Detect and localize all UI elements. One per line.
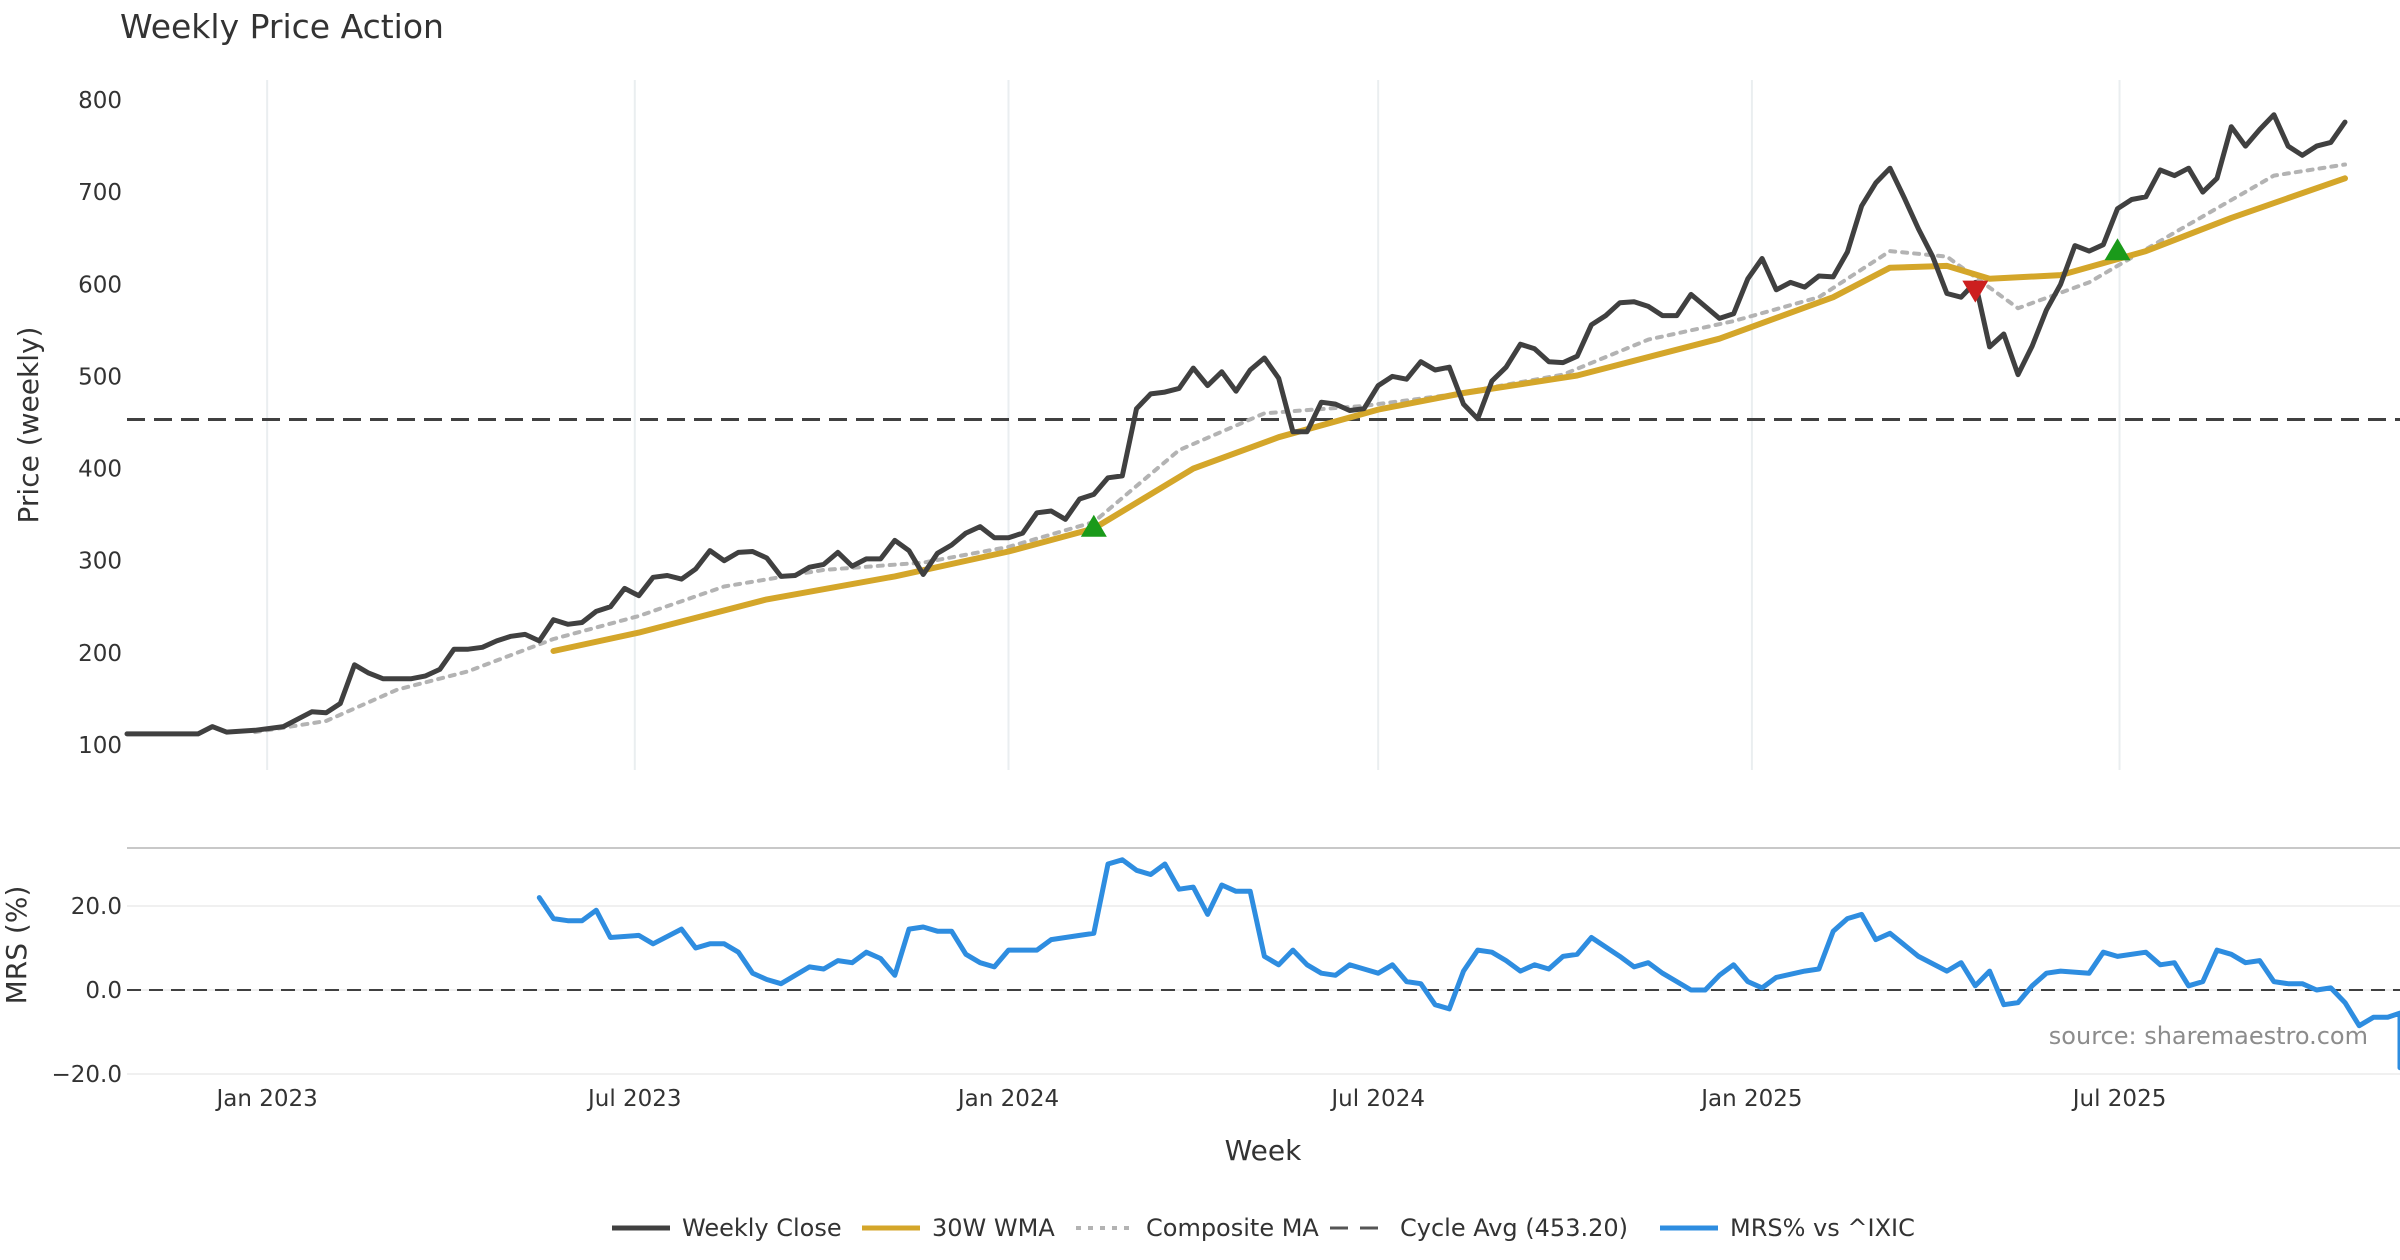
mrs-series xyxy=(536,857,2400,1071)
chart-title: Weekly Price Action xyxy=(120,7,444,46)
x-axis-ticks: Jan 2023 Jul 2023 Jan 2024 Jul 2024 Jan 2025… xyxy=(214,1086,2166,1112)
weekly-close-line xyxy=(124,112,2348,737)
x-tick-label: Jan 2025 xyxy=(1699,1086,1802,1112)
legend-label: Cycle Avg (453.20) xyxy=(1400,1214,1628,1242)
x-tick-label: Jul 2025 xyxy=(2071,1086,2167,1112)
price-y-tick-label: 100 xyxy=(78,733,122,759)
buy-signal-marker xyxy=(1080,514,1107,537)
mrs-line xyxy=(536,857,2400,1071)
signal-markers xyxy=(1080,238,2131,537)
price-y-tick-label: 500 xyxy=(78,364,122,390)
legend-label: Composite MA xyxy=(1146,1214,1319,1242)
mrs-y-axis-label: MRS (%) xyxy=(0,886,33,1005)
mrs-y-tick-label: 20.0 xyxy=(71,894,122,920)
price-y-ticks: 100 200 300 400 500 600 700 800 xyxy=(78,88,122,759)
buy-signal-marker xyxy=(2104,238,2131,261)
mrs-y-tick-label: 0.0 xyxy=(85,978,122,1004)
source-note: source: sharemaestro.com xyxy=(2049,1022,2368,1050)
x-tick-label: Jan 2024 xyxy=(956,1086,1059,1112)
price-y-tick-label: 200 xyxy=(78,641,122,667)
x-tick-label: Jan 2023 xyxy=(214,1086,317,1112)
price-y-tick-label: 400 xyxy=(78,457,122,483)
price-y-axis-label: Price (weekly) xyxy=(12,327,45,524)
30w-wma-line xyxy=(550,175,2348,654)
mrs-y-tick-label: −20.0 xyxy=(52,1062,122,1088)
price-y-tick-label: 800 xyxy=(78,88,122,114)
price-y-tick-label: 300 xyxy=(78,549,122,575)
x-tick-label: Jul 2024 xyxy=(1329,1086,1425,1112)
legend: Weekly Close 30W WMA Composite MA Cycle Avg… xyxy=(612,1214,1915,1242)
sell-signal-marker xyxy=(1962,280,1989,303)
legend-label: 30W WMA xyxy=(932,1214,1055,1242)
legend-label: MRS% vs ^IXIC xyxy=(1730,1214,1915,1242)
price-y-tick-label: 600 xyxy=(78,272,122,298)
composite-ma-line xyxy=(253,162,2347,735)
x-axis-label: Week xyxy=(1225,1134,1302,1167)
price-grid xyxy=(266,80,2121,770)
legend-label: Weekly Close xyxy=(682,1214,842,1242)
price-series xyxy=(124,112,2348,737)
price-y-tick-label: 700 xyxy=(78,180,122,206)
mrs-y-ticks: 20.0 0.0 −20.0 xyxy=(52,894,122,1088)
x-tick-label: Jul 2023 xyxy=(586,1086,682,1112)
